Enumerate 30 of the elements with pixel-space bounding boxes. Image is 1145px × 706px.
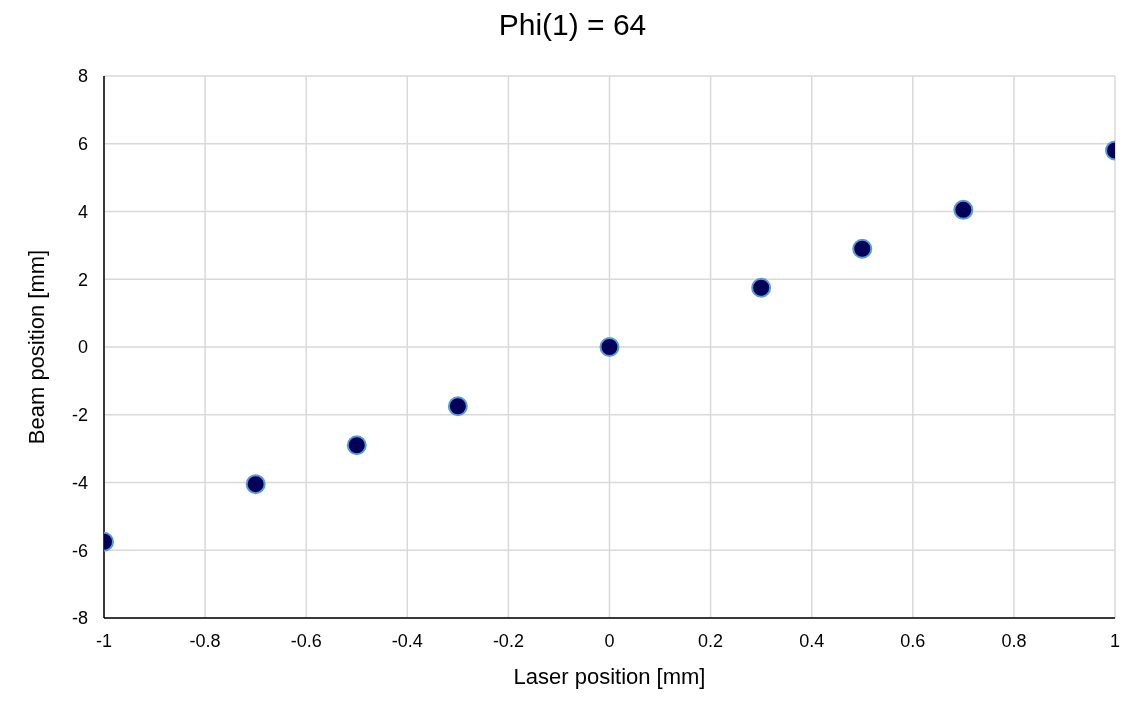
x-axis-title: Laser position [mm] bbox=[513, 664, 706, 689]
y-axis-title: Beam position [mm] bbox=[23, 249, 49, 445]
y-tick-label: -8 bbox=[71, 608, 88, 629]
chart-title: Phi(1) = 64 bbox=[497, 8, 648, 43]
x-tick-label: -0.8 bbox=[189, 630, 221, 651]
y-tick-label: -2 bbox=[71, 405, 88, 426]
x-tick-label: 0.4 bbox=[799, 630, 825, 651]
x-tick-label: 0.6 bbox=[900, 630, 926, 651]
y-tick-label: 8 bbox=[77, 66, 88, 87]
point bbox=[953, 199, 974, 220]
x-tick-label: 1 bbox=[1109, 630, 1121, 651]
x-tick-label: 0.2 bbox=[698, 630, 724, 651]
x-tick-label: -0.6 bbox=[290, 630, 322, 651]
x-tick-label: -0.4 bbox=[391, 630, 423, 651]
y-tick-label: 2 bbox=[77, 269, 88, 290]
y-tick-label: -4 bbox=[71, 472, 88, 493]
point bbox=[346, 435, 367, 456]
y-tick-label: 4 bbox=[77, 201, 88, 222]
y-tick-label: 6 bbox=[77, 134, 88, 155]
point bbox=[751, 277, 772, 298]
x-tick-label: -1 bbox=[95, 630, 113, 651]
y-tick-label: -6 bbox=[71, 540, 88, 561]
y-tick-label: 0 bbox=[77, 337, 88, 358]
x-tick-label: 0 bbox=[604, 630, 615, 651]
point bbox=[245, 474, 266, 495]
x-tick-label: 0.8 bbox=[1001, 630, 1027, 651]
point bbox=[852, 238, 873, 259]
point bbox=[599, 337, 620, 357]
x-tick-label: -0.2 bbox=[492, 630, 524, 651]
point bbox=[447, 396, 468, 417]
